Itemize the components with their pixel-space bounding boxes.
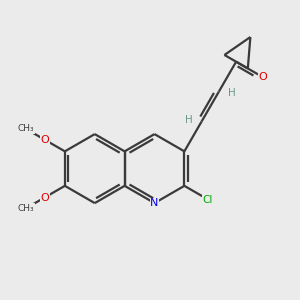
Text: H: H	[185, 116, 193, 125]
Text: H: H	[228, 88, 235, 98]
Text: CH₃: CH₃	[18, 124, 34, 133]
Text: N: N	[150, 198, 159, 208]
Text: O: O	[40, 193, 49, 202]
Text: O: O	[40, 135, 49, 145]
Text: Cl: Cl	[203, 195, 213, 205]
Text: O: O	[259, 72, 267, 82]
Text: CH₃: CH₃	[18, 204, 34, 213]
